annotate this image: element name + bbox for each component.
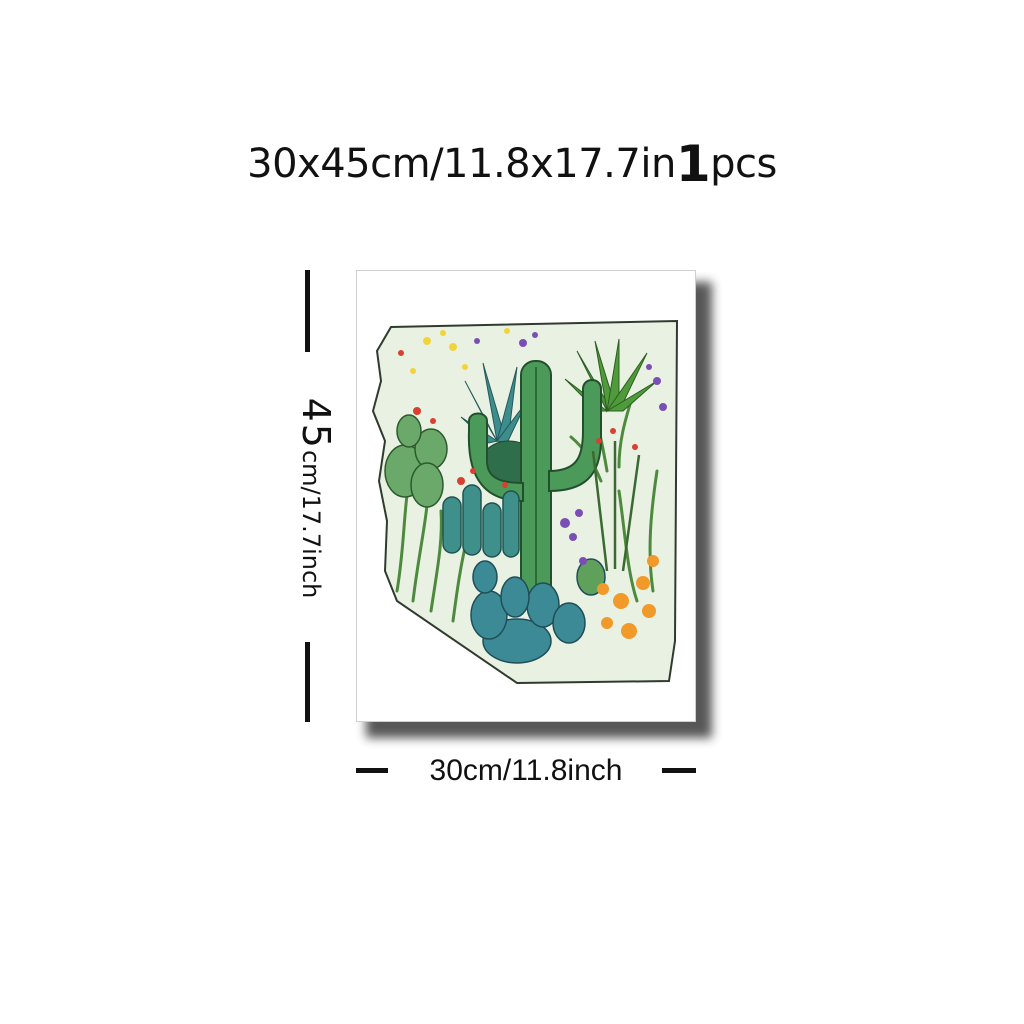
- height-value: 45: [294, 397, 338, 450]
- prickly-pear-left: [384, 414, 448, 508]
- flowers-purple: [474, 332, 667, 565]
- height-dimension-line-bottom: [305, 642, 310, 722]
- height-unit: cm/17.7inch: [297, 449, 325, 599]
- width-dimension-line-left: [356, 768, 388, 773]
- hedgehog-cactus: [442, 484, 520, 558]
- size-text: 30x45cm/11.8x17.7in: [247, 141, 676, 187]
- width-dimension-line-right: [662, 768, 696, 773]
- cactus-artwork-icon: [371, 319, 679, 685]
- saguaro-cactus: [467, 360, 602, 602]
- width-dimension-label: 30cm/11.8inch: [429, 754, 623, 787]
- height-dimension-line-top: [305, 270, 310, 352]
- size-title: 30x45cm/11.8x17.7in1pcs: [0, 136, 1024, 192]
- flowers-orange: [597, 555, 659, 639]
- ocotillo: [591, 441, 641, 572]
- poster-canvas: [356, 270, 696, 722]
- flowers-red: [398, 350, 638, 488]
- quantity-number: 1: [675, 135, 711, 193]
- flowers-yellow: [410, 328, 510, 374]
- quantity-unit: pcs: [710, 141, 777, 187]
- prickly-pear-bottom: [470, 558, 606, 664]
